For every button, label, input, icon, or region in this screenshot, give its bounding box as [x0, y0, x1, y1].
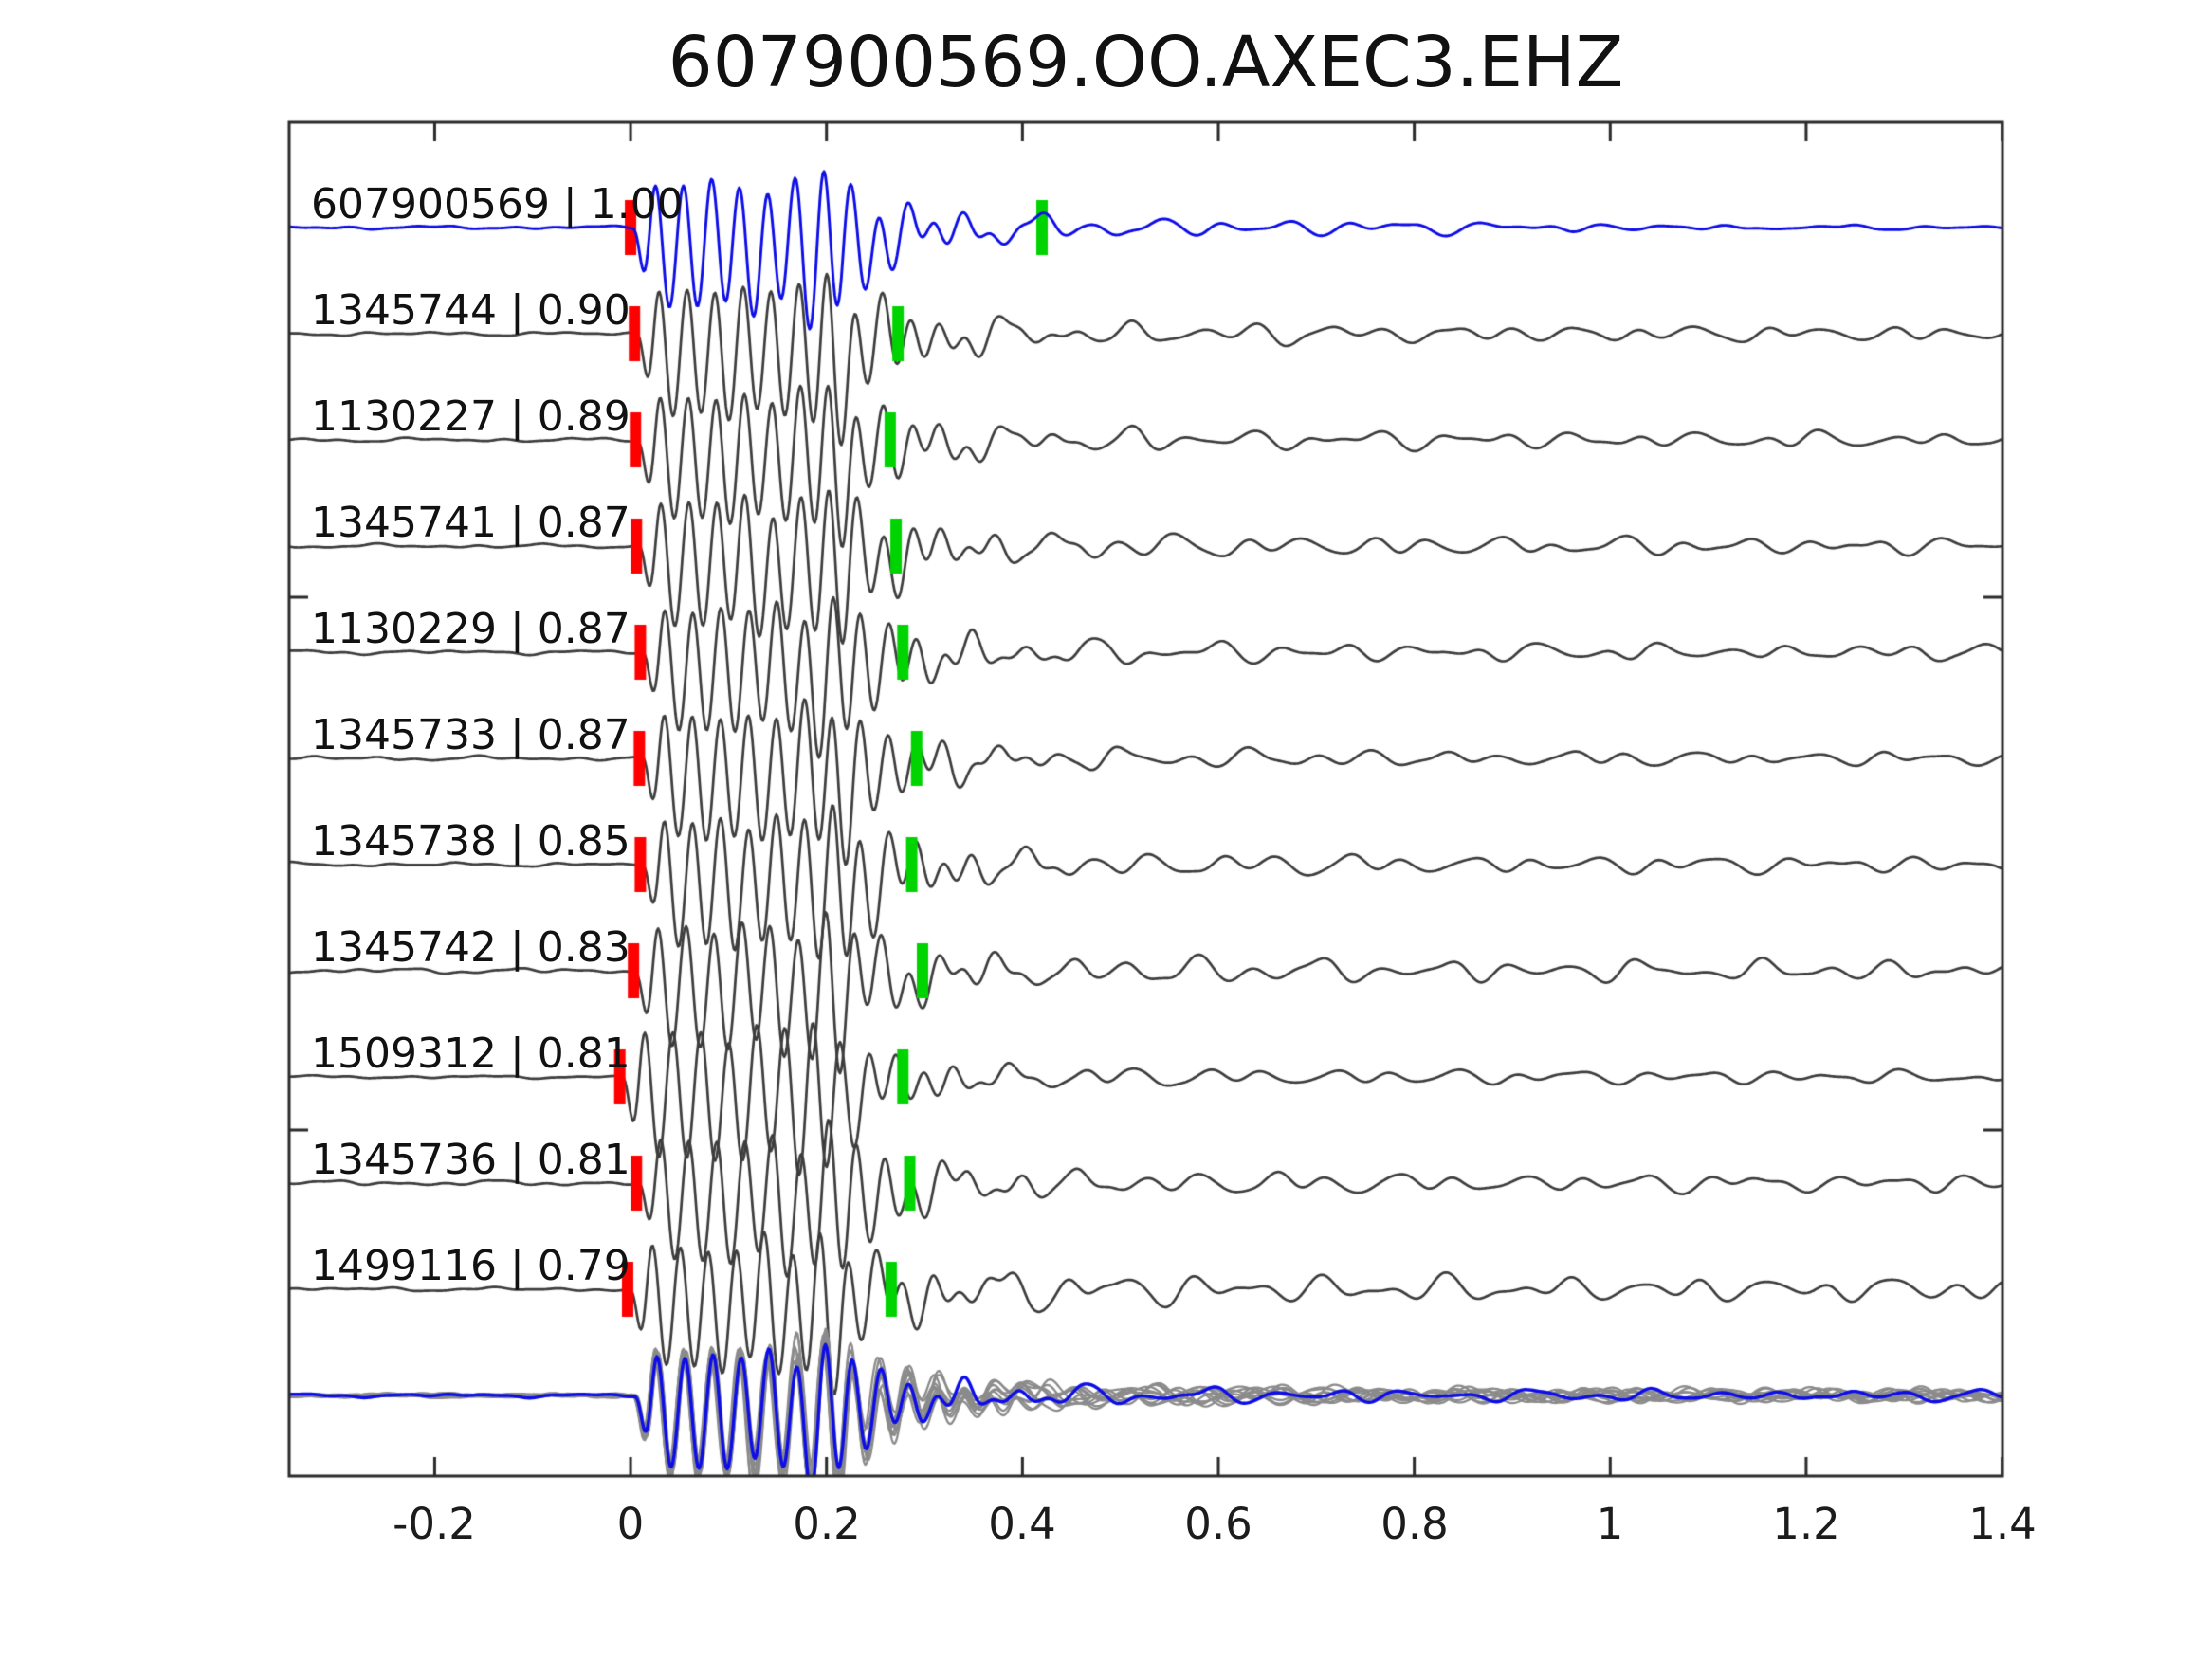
- trace-label-8: 1509312 | 0.81: [311, 1030, 631, 1078]
- trace-label-3: 1345741 | 0.87: [311, 499, 631, 547]
- x-tick-label-3: 0.4: [988, 1499, 1056, 1549]
- trace-label-0: 607900569 | 1.00: [311, 180, 684, 228]
- trace-label-7: 1345742 | 0.83: [311, 923, 631, 972]
- x-tick-label-1: 0: [616, 1499, 645, 1549]
- x-tick-label-6: 1: [1596, 1499, 1624, 1549]
- trace-label-9: 1345736 | 0.81: [311, 1136, 631, 1184]
- trace-label-4: 1130229 | 0.87: [311, 605, 631, 653]
- trace-label-10: 1499116 | 0.79: [311, 1242, 631, 1290]
- trace-label-1: 1345744 | 0.90: [311, 286, 631, 335]
- x-tick-label-2: 0.2: [793, 1499, 861, 1549]
- x-tick-label-8: 1.4: [1968, 1499, 2037, 1549]
- x-tick-label-0: -0.2: [393, 1499, 476, 1549]
- trace-label-2: 1130227 | 0.89: [311, 392, 631, 441]
- trace-label-6: 1345738 | 0.85: [311, 817, 631, 866]
- trace-label-5: 1345733 | 0.87: [311, 711, 631, 759]
- x-tick-label-5: 0.8: [1380, 1499, 1449, 1549]
- x-tick-label-7: 1.2: [1772, 1499, 1840, 1549]
- plot-title: 607900569.OO.AXEC3.EHZ: [667, 22, 1624, 103]
- x-tick-label-4: 0.6: [1184, 1499, 1252, 1549]
